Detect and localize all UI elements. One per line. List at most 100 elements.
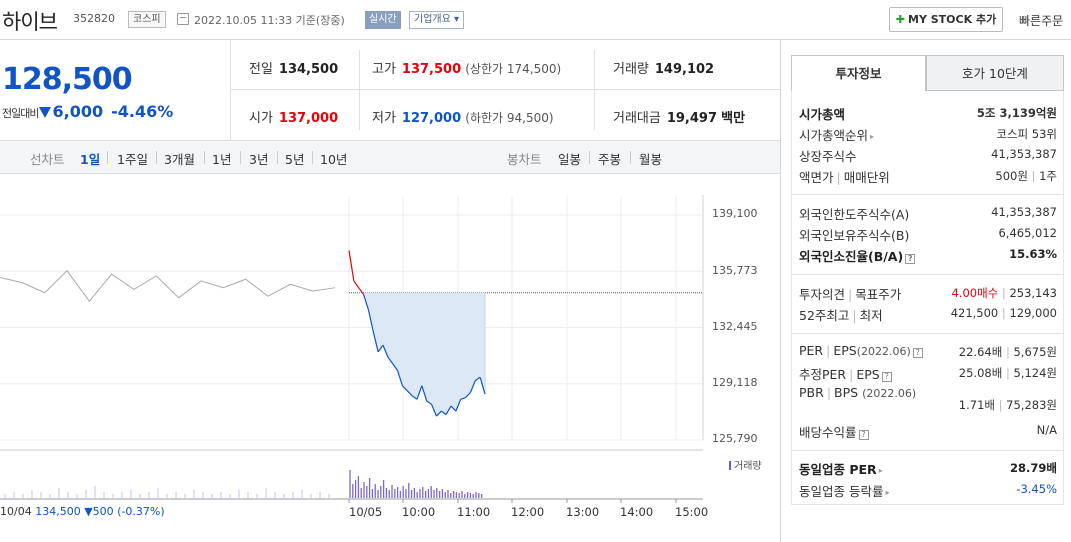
caret-right-icon: ▸: [885, 488, 890, 497]
prev-day-footer: 10/04 134,500 ▼500 (-0.37%): [0, 505, 165, 518]
realtime-button[interactable]: 실시간: [365, 11, 401, 29]
info-row-rank[interactable]: 시가총액순위 ▸ 코스피 53위: [799, 125, 1057, 146]
rank-label: 시가총액순위: [799, 128, 869, 143]
price-chart: 139,100 135,773 132,445 129,118 125,790 …: [0, 175, 780, 542]
today-price-segment: [450, 405, 457, 412]
period-1w[interactable]: 1주일: [117, 152, 148, 167]
info-value: 6,465,012: [998, 226, 1057, 240]
stat-prev-close: 전일 134,500: [249, 58, 338, 77]
stat-value: 149,102: [654, 62, 715, 77]
info-value: 5조 3,139억원: [977, 105, 1057, 121]
info-value: 22.64배 | 5,675원: [958, 345, 1057, 359]
candle-daily[interactable]: 일봉: [558, 152, 582, 167]
candle-weekly[interactable]: 주봉: [598, 152, 622, 167]
pbr-label: PBR: [799, 385, 824, 400]
period-1y[interactable]: 1년: [212, 152, 232, 167]
low52-value: 129,000: [1009, 306, 1057, 320]
x-tick-label: 15:00: [675, 505, 709, 519]
help-icon[interactable]: ?: [905, 254, 916, 264]
y-tick-label: 132,445: [712, 320, 758, 333]
plus-icon: ✚: [895, 13, 906, 26]
help-icon[interactable]: ?: [858, 430, 869, 440]
company-info-label: 기업개요: [414, 14, 451, 25]
stock-name: 하이브: [2, 10, 58, 34]
par-label: 액면가: [799, 170, 834, 185]
caret-right-icon: ▸: [870, 132, 875, 141]
my-stock-add-button[interactable]: ✚ MY STOCK 추가: [889, 7, 1003, 32]
change-label: 전일대비: [2, 107, 39, 120]
info-key: 외국인보유주식수(B): [799, 228, 910, 243]
company-info-dropdown[interactable]: 기업개요 ▾: [409, 11, 465, 29]
candle-chart-label: 봉차트: [507, 152, 542, 167]
info-key: 외국인한도주식수(A): [799, 207, 910, 222]
info-row-foreign-ratio: 외국인소진율(B/A)? 15.63%: [799, 246, 1057, 267]
today-price-segment: [401, 385, 408, 392]
info-row-pbr-label: PBR | BPS (2022.06): [799, 385, 1057, 406]
info-key: 투자의견 | 목표주가: [799, 287, 902, 302]
today-price-segment: [479, 377, 486, 395]
eps-value: 5,675원: [1013, 345, 1057, 359]
info-row-per: PER | EPS(2022.06)? 22.64배 | 5,675원: [799, 343, 1057, 364]
help-icon[interactable]: ?: [912, 348, 923, 358]
stat-label: 시가: [249, 111, 273, 126]
help-icon[interactable]: ?: [881, 372, 892, 382]
period-5y[interactable]: 5년: [285, 152, 305, 167]
period-3y[interactable]: 3년: [249, 152, 269, 167]
stat-unit: 백만: [721, 111, 746, 126]
separator: [791, 274, 1064, 275]
today-price-segment: [382, 344, 389, 358]
info-key: PER | EPS(2022.06)?: [799, 343, 923, 358]
down-arrow-icon: [39, 107, 52, 118]
x-tick-label: 14:00: [620, 505, 654, 519]
info-row-foreign-limit: 외국인한도주식수(A) 41,353,387: [799, 204, 1057, 225]
today-price-segment: [431, 404, 437, 417]
tab-investment-info[interactable]: 투자정보: [791, 55, 926, 91]
period-10y[interactable]: 10년: [320, 152, 348, 167]
tab-order-book[interactable]: 호가 10단계: [926, 55, 1064, 91]
change-percent: -4.46%: [111, 102, 174, 121]
period-1d[interactable]: 1일: [80, 152, 101, 167]
y-tick-label: 139,100: [712, 207, 758, 220]
separator: [791, 450, 1064, 451]
info-row-52week: 52주최고 | 최저 421,500 | 129,000: [799, 305, 1057, 326]
current-price: 128,500: [2, 62, 133, 97]
par-value: 500원: [995, 169, 1028, 183]
chart-toolbar: 선차트 1일 1주일 3개월 1년 3년 5년 10년 봉차트 일봉 주봉 월봉: [0, 140, 780, 174]
stat-label: 저가: [372, 111, 396, 126]
info-row-sector-per[interactable]: 동일업종 PER ▸ 28.79배: [799, 459, 1057, 480]
info-row-pbr: 1.71배 | 75,283원: [799, 396, 1057, 417]
panel-tabs: 호가 10단계 투자정보: [791, 55, 1064, 91]
divider: [230, 89, 780, 90]
candle-monthly[interactable]: 월봉: [639, 152, 663, 167]
x-tick-label: 12:00: [511, 505, 545, 519]
today-price-segment: [465, 392, 471, 398]
today-price-segment: [455, 399, 462, 412]
info-key: 배당수익률?: [799, 422, 869, 441]
today-price-segment: [362, 294, 370, 310]
stat-label: 전일: [249, 62, 273, 77]
est-per-label: 추정PER: [799, 367, 847, 382]
footer-close: 134,500: [35, 505, 81, 518]
footer-date: 10/04: [0, 505, 32, 518]
opinion-value: 4.00매수: [951, 286, 999, 300]
period-3m[interactable]: 3개월: [164, 152, 195, 167]
my-stock-label: MY STOCK 추가: [908, 13, 997, 26]
est-per-value: 25.08배: [958, 366, 1003, 380]
info-row-sector-change[interactable]: 동일업종 등락률 ▸ -3.45%: [799, 481, 1057, 502]
info-value: 28.79배: [1010, 461, 1057, 475]
today-price-segment: [474, 376, 481, 382]
info-key: 상장주식수: [799, 149, 857, 164]
period-label: (2022.06): [856, 345, 911, 358]
separator: [791, 194, 1064, 195]
info-value: 41,353,387: [991, 147, 1057, 161]
x-tick-label: 10/05: [349, 505, 383, 519]
info-key: 동일업종 PER ▸: [799, 459, 883, 478]
quick-order-link[interactable]: 빠른주문: [1019, 14, 1064, 28]
stat-label: 고가: [372, 62, 396, 77]
bps-label: BPS: [834, 385, 859, 400]
lower-limit: (하한가 94,500): [465, 111, 554, 125]
opinion-label: 투자의견: [799, 287, 846, 302]
info-row-market-cap: 시가총액 5조 3,139억원: [799, 104, 1057, 125]
sector-change-label: 동일업종 등락률: [799, 484, 884, 499]
today-price-segment: [416, 385, 423, 400]
